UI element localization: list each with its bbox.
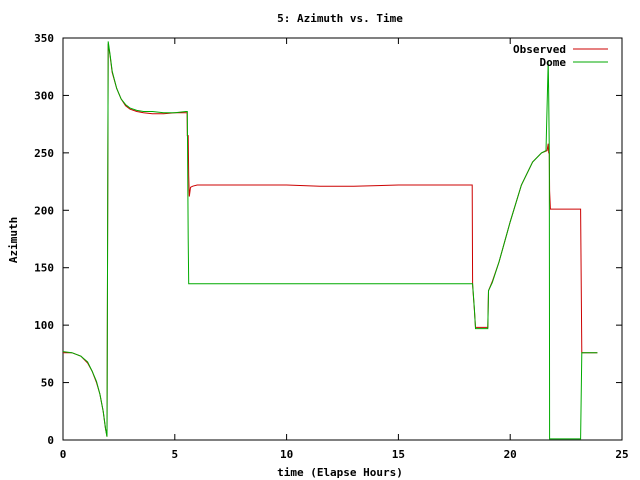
- x-axis-label: time (Elapse Hours): [277, 466, 403, 479]
- y-tick-label: 200: [34, 204, 54, 217]
- x-tick-label: 0: [60, 448, 67, 461]
- chart-title: 5: Azimuth vs. Time: [277, 12, 403, 25]
- x-ticks: 0 5 10 15 20 25: [60, 38, 629, 461]
- y-axis-label: Azimuth: [7, 217, 20, 263]
- y-tick-label: 150: [34, 262, 54, 275]
- legend-label-dome: Dome: [540, 56, 567, 69]
- plot-frame: [62, 37, 623, 441]
- y-tick-label: 0: [47, 434, 54, 447]
- series-lines: [62, 41, 598, 440]
- series-line-dome: [62, 41, 598, 440]
- y-tick-label: 300: [34, 89, 54, 102]
- y-tick-label: 100: [34, 319, 54, 332]
- x-tick-label: 5: [171, 448, 178, 461]
- y-tick-label: 250: [34, 147, 54, 160]
- y-tick-label: 50: [41, 377, 54, 390]
- y-tick-label: 350: [34, 32, 54, 45]
- x-tick-label: 20: [504, 448, 517, 461]
- y-ticks: 0 50 100 150 200 250 300 350: [34, 32, 622, 447]
- legend-label-observed: Observed: [513, 43, 566, 56]
- x-tick-label: 10: [280, 448, 293, 461]
- x-tick-label: 15: [392, 448, 405, 461]
- x-tick-label: 25: [615, 448, 628, 461]
